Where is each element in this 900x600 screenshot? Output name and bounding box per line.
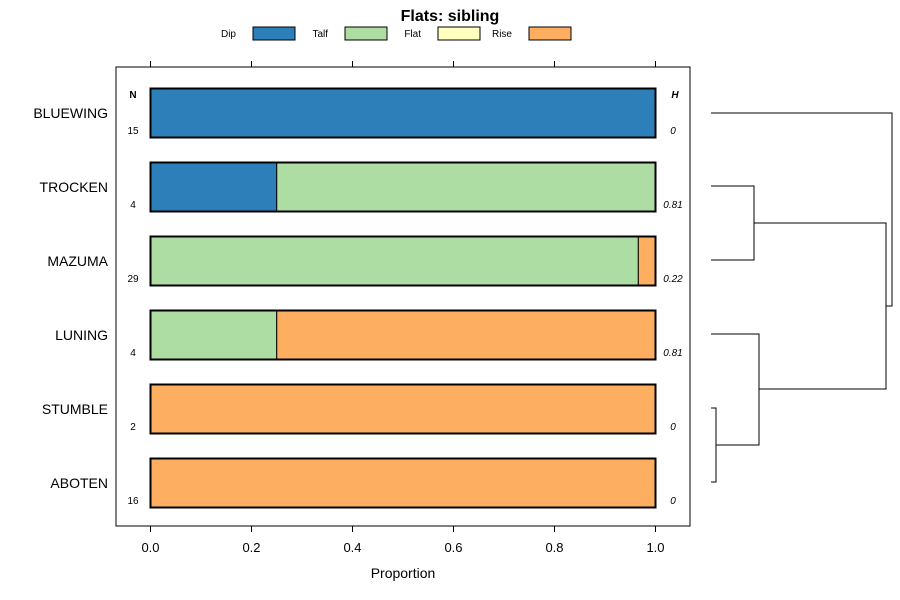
row-h-value: 0: [670, 126, 676, 137]
dendrogram-branch: [711, 407, 717, 483]
legend: Dip Talf Flat Rise: [221, 26, 572, 41]
legend-swatch-talf: [344, 26, 388, 41]
bar-segment-talf: [150, 236, 639, 286]
legend-label-rise: Rise: [492, 29, 512, 40]
bar-segment-talf: [150, 310, 278, 360]
row-h-value: 0.81: [663, 348, 682, 359]
row-h-value: 0.22: [663, 274, 683, 285]
x-tick-label: 0.2: [242, 540, 260, 555]
x-axis: 0.0 0.2 0.4 0.6 0.8 1.0: [141, 61, 665, 555]
x-tick-label: 0.6: [444, 540, 462, 555]
bar-segment-talf: [276, 162, 656, 212]
bar-outline: [149, 161, 657, 213]
x-tick-label: 0.8: [545, 540, 563, 555]
x-tick-label: 1.0: [646, 540, 664, 555]
bar-outline: [149, 235, 657, 287]
legend-swatch-dip: [252, 26, 296, 41]
row-h-value: 0: [670, 422, 676, 433]
dendrogram-branch: [711, 333, 760, 446]
bar-outline: [149, 309, 657, 361]
bar-segment-rise: [150, 458, 656, 508]
bar-outline: [149, 383, 657, 435]
dendrogram-branch: [754, 222, 887, 390]
row-h-value: 0.81: [663, 200, 682, 211]
bar-segment-dip: [150, 162, 278, 212]
plot-frame: [115, 66, 691, 527]
x-axis-label: Proportion: [371, 565, 436, 581]
x-tick-label: 0.4: [343, 540, 361, 555]
dendrogram-branch: [711, 185, 755, 261]
chart-title: Flats: sibling: [401, 8, 500, 25]
legend-label-talf: Talf: [312, 29, 328, 40]
row-n-value: 16: [127, 496, 139, 507]
dendrogram: [711, 112, 893, 483]
row-label: LUNING: [55, 327, 108, 343]
bar-segment-rise: [150, 384, 656, 434]
row-n-value: 29: [127, 274, 139, 285]
h-column-header: H: [671, 90, 679, 101]
row-label: BLUEWING: [33, 105, 108, 121]
row-label: STUMBLE: [42, 401, 108, 417]
bar-outline: [149, 457, 657, 509]
row-n-value: 2: [130, 422, 136, 433]
row-n-value: 4: [130, 200, 136, 211]
legend-swatch-flat: [437, 26, 481, 41]
bar-rows: BLUEWING 15 0 TROCKEN 4 0.81 MAZUMA 29 0.22 LUNIN…: [33, 87, 683, 509]
row-h-value: 0: [670, 496, 676, 507]
n-column-header: N: [129, 90, 136, 101]
bar-segment-rise: [637, 236, 657, 286]
row-label: TROCKEN: [40, 179, 108, 195]
x-tick-label: 0.0: [141, 540, 159, 555]
row-n-value: 15: [127, 126, 139, 137]
legend-label-dip: Dip: [221, 29, 236, 40]
row-label: MAZUMA: [47, 253, 108, 269]
bar-segment-rise: [276, 310, 656, 360]
bar-outline: [149, 87, 657, 139]
row-label: ABOTEN: [50, 475, 108, 491]
bar-segment-dip: [150, 88, 656, 138]
legend-label-flat: Flat: [404, 29, 421, 40]
dendrogram-branch: [711, 112, 893, 307]
row-n-value: 4: [130, 348, 136, 359]
legend-swatch-rise: [528, 26, 572, 41]
